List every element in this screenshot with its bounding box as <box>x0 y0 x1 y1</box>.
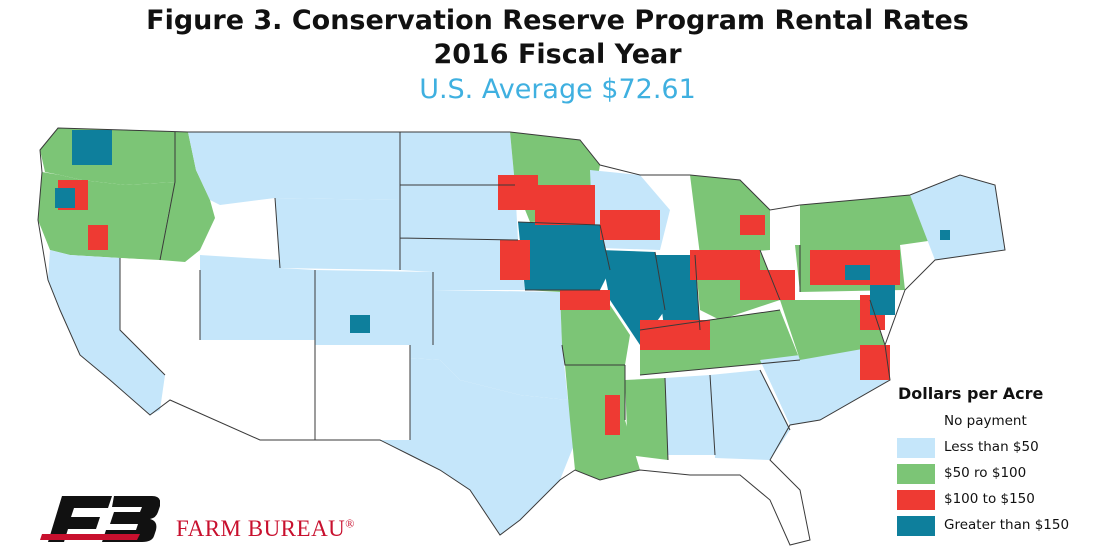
state-lines <box>119 132 886 461</box>
region-louisiana <box>570 420 640 480</box>
teal-patch <box>845 265 870 280</box>
legend-item: $50 ro $100 <box>897 461 1112 487</box>
region-colorado <box>315 270 433 345</box>
farm-bureau-logo-icon <box>40 496 160 542</box>
legend-swatch-gt150 <box>897 516 935 536</box>
teal-patch <box>55 188 75 208</box>
teal-patch <box>940 230 950 240</box>
region-nebraska <box>400 238 525 290</box>
region-florida <box>680 460 810 545</box>
region-wyoming <box>275 198 400 270</box>
brand-text: FARM BUREAU <box>176 516 346 541</box>
region-new-england <box>910 175 1005 260</box>
red-patch <box>860 345 890 380</box>
legend-swatch-100-150 <box>897 490 935 510</box>
region-arizona <box>170 340 315 440</box>
legend-label: $100 to $150 <box>944 491 1035 507</box>
teal-patches <box>55 130 950 333</box>
legend-item: Less than $50 <box>897 435 1112 461</box>
red-patch <box>535 185 595 225</box>
legend-label: Less than $50 <box>944 439 1039 455</box>
legend-title: Dollars per Acre <box>898 384 1044 403</box>
red-patch <box>500 240 530 280</box>
region-indiana <box>655 255 700 335</box>
red-patch <box>498 175 538 210</box>
legend: Dollars per Acre No payment Less than $5… <box>897 384 1112 539</box>
title-block: Figure 3. Conservation Reserve Program R… <box>0 4 1115 108</box>
region-georgia <box>710 370 790 460</box>
region-idaho <box>160 132 215 262</box>
legend-item: Greater than $150 <box>897 513 1112 539</box>
figure-title: Figure 3. Conservation Reserve Program R… <box>146 5 969 36</box>
state-borders <box>37 127 1006 546</box>
fiscal-year-subtitle: 2016 Fiscal Year <box>433 39 682 70</box>
teal-patch <box>870 285 895 315</box>
region-north-dakota <box>400 132 515 185</box>
region-mississippi <box>625 378 668 460</box>
region-carolinas <box>760 345 890 425</box>
region-virginia <box>780 300 885 360</box>
legend-item: $100 to $150 <box>897 487 1112 513</box>
red-patch <box>600 210 660 240</box>
teal-patch <box>350 315 370 333</box>
teal-patch <box>72 130 112 165</box>
brand-name: FARM BUREAU® <box>176 516 355 542</box>
legend-label: Greater than $150 <box>944 517 1070 533</box>
red-patch <box>560 290 610 310</box>
legend-label: No payment <box>944 413 1027 429</box>
red-patch <box>740 215 765 235</box>
region-south-dakota <box>400 185 518 240</box>
region-nevada <box>120 258 200 385</box>
legend-swatch-lt50 <box>897 438 935 458</box>
legend-swatch-50-100 <box>897 464 935 484</box>
red-patches <box>58 175 900 435</box>
us-average: U.S. Average $72.61 <box>419 74 696 105</box>
region-montana <box>188 132 400 205</box>
region-texas <box>380 358 580 535</box>
red-patch <box>605 395 620 435</box>
red-patch <box>740 270 795 300</box>
legend-item: No payment <box>897 409 1112 435</box>
region-new-mexico <box>315 345 410 440</box>
national-outline <box>37 127 1006 546</box>
legend-label: $50 ro $100 <box>944 465 1027 481</box>
region-oklahoma <box>410 345 568 400</box>
registered-mark: ® <box>345 516 355 531</box>
region-utah <box>200 255 315 340</box>
region-alabama <box>665 375 715 455</box>
region-new-york <box>800 195 935 245</box>
red-patch <box>88 225 108 250</box>
legend-swatch-none <box>897 412 935 432</box>
region-california <box>48 250 165 415</box>
region-iowa <box>518 222 610 290</box>
region-kansas <box>433 290 562 345</box>
